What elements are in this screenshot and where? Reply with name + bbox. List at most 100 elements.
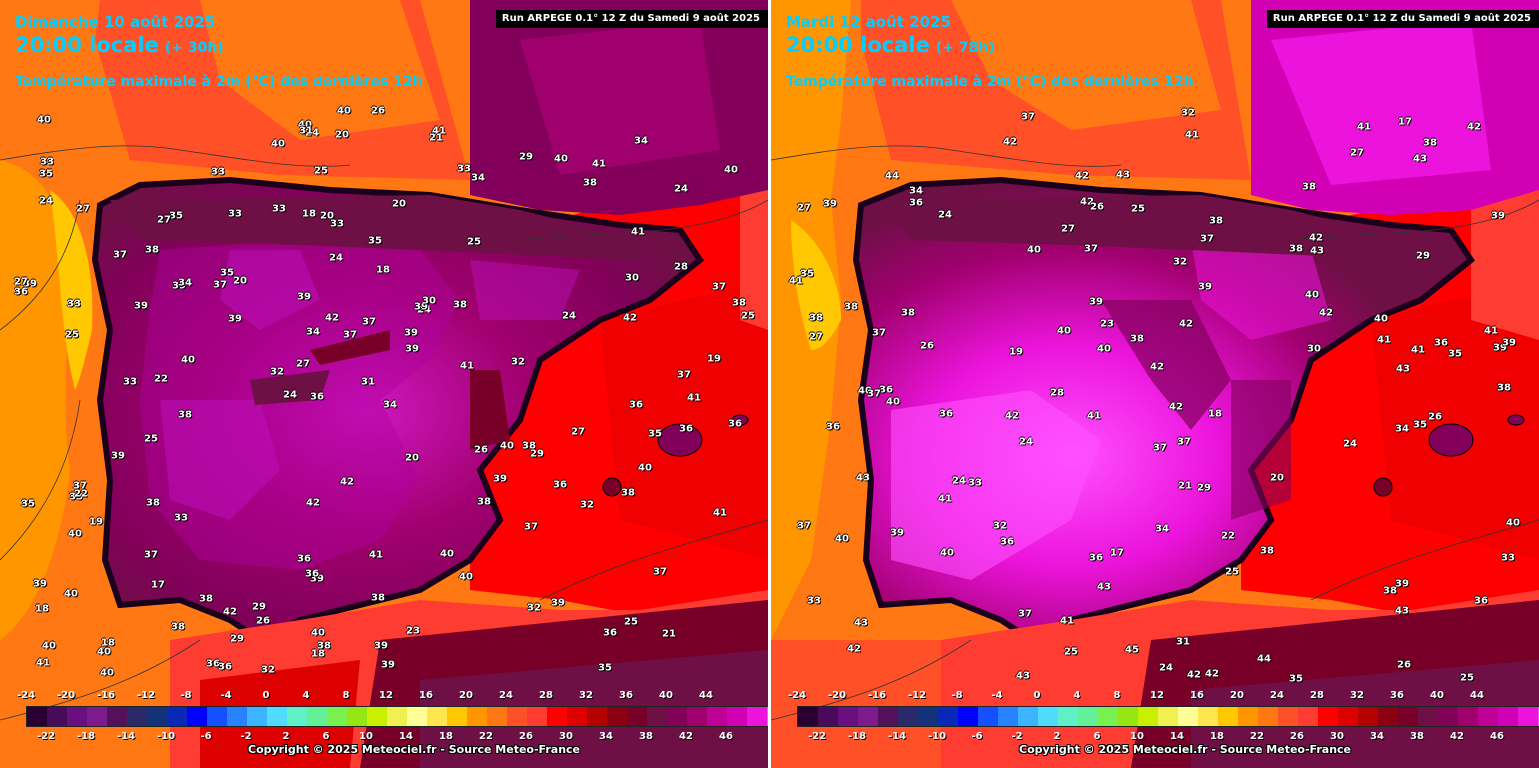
temperature-value: 36 xyxy=(297,553,311,565)
legend-tick-label: -6 xyxy=(971,731,983,742)
temperature-value: 40 xyxy=(42,640,56,652)
temperature-value: 33 xyxy=(457,163,471,175)
color-swatch xyxy=(1258,707,1278,726)
temperature-value: 21 xyxy=(1178,480,1192,492)
temperature-value: 24 xyxy=(417,304,431,316)
temperature-value: 27 xyxy=(296,358,310,370)
temperature-value: 27 xyxy=(1350,147,1364,159)
temperature-value: 33 xyxy=(807,595,821,607)
temperature-value: 37 xyxy=(867,388,881,400)
lead-time: (+ 78h) xyxy=(935,40,995,56)
color-swatch xyxy=(1198,707,1218,726)
temperature-value: 34 xyxy=(306,326,320,338)
legend-ticks-bottom: -22 -18 -14 -10 -6 -2 2 6 10 14 18 22 26 30 34 38 42 46 xyxy=(0,731,768,745)
temperature-value: 41 xyxy=(938,493,952,505)
temperature-value: 29 xyxy=(530,448,544,460)
panel-divider xyxy=(768,0,771,768)
temperature-value: 36 xyxy=(1089,552,1103,564)
legend-tick-label: 14 xyxy=(399,731,413,742)
temperature-value: 27 xyxy=(157,214,171,226)
temperature-value: 24 xyxy=(562,310,576,322)
temperature-value: 26 xyxy=(920,340,934,352)
temperature-value: 36 xyxy=(218,661,232,673)
temperature-value: 40 xyxy=(858,385,872,397)
temperature-value: 32 xyxy=(1173,256,1187,268)
temperature-value: 41 xyxy=(1377,334,1391,346)
temperature-value: 25 xyxy=(314,165,328,177)
temperature-value: 35 xyxy=(39,168,53,180)
temperature-value: 32 xyxy=(1181,107,1195,119)
temperature-value: 30 xyxy=(422,295,436,307)
legend-tick-label: -12 xyxy=(907,690,927,701)
legend-tick-label: 38 xyxy=(1410,731,1424,742)
temperature-value: 36 xyxy=(939,408,953,420)
temperature-value: 39 xyxy=(1198,281,1212,293)
temperature-value: 33 xyxy=(1501,552,1515,564)
color-swatch xyxy=(587,707,607,726)
temperature-value: 33 xyxy=(228,208,242,220)
temperature-value: 36 xyxy=(553,479,567,491)
run-info: Run ARPEGE 0.1° 12 Z du Samedi 9 août 20… xyxy=(1266,10,1539,28)
temperature-value: 40 xyxy=(500,440,514,452)
color-swatch xyxy=(347,707,367,726)
temperature-value: 37 xyxy=(73,480,87,492)
legend-ticks-top: -24 -20 -16 -12 -8 -4 0 4 8 12 16 20 24 28 32 36 40 44 xyxy=(771,690,1539,704)
temperature-value: 37 xyxy=(712,281,726,293)
temperature-value: 38 xyxy=(371,592,385,604)
temperature-value: 39 xyxy=(405,343,419,355)
color-swatch xyxy=(307,707,327,726)
temperature-value: 17 xyxy=(151,579,165,591)
temperature-value: 22 xyxy=(1221,530,1235,542)
legend-tick-label: -20 xyxy=(56,690,76,701)
temperature-value: 34 xyxy=(471,172,485,184)
temperature-value: 37 xyxy=(343,329,357,341)
legend-tick-label: 40 xyxy=(1430,690,1444,701)
temperature-value: 24 xyxy=(1343,438,1357,450)
temperature-value: 41 xyxy=(460,360,474,372)
temperature-value: 25 xyxy=(65,329,79,341)
legend-tick-label: 20 xyxy=(1230,690,1244,701)
legend-tick-label: -20 xyxy=(827,690,847,701)
legend-tick-label: -22 xyxy=(36,731,56,742)
legend-tick-label: 40 xyxy=(659,690,673,701)
temperature-value: 43 xyxy=(1413,153,1427,165)
color-swatch xyxy=(87,707,107,726)
legend-tick-label: 6 xyxy=(322,731,330,742)
temperature-value: 43 xyxy=(1116,169,1130,181)
color-swatch xyxy=(127,707,147,726)
legend-tick-label: 12 xyxy=(379,690,393,701)
color-swatch xyxy=(998,707,1018,726)
temperature-value: 42 xyxy=(1319,307,1333,319)
temperature-value: 29 xyxy=(252,601,266,613)
legend-tick-label: 30 xyxy=(559,731,573,742)
temperature-value: 37 xyxy=(213,279,227,291)
color-swatch xyxy=(1518,707,1538,726)
temperature-value: 19 xyxy=(1009,346,1023,358)
temperature-value: 34 xyxy=(1395,423,1409,435)
color-swatch xyxy=(1398,707,1418,726)
legend-tick-label: 26 xyxy=(519,731,533,742)
temperature-value: 33 xyxy=(272,203,286,215)
temperature-value: 25 xyxy=(624,616,638,628)
temperature-value: 18 xyxy=(302,208,316,220)
temperature-value: 37 xyxy=(677,369,691,381)
color-swatch xyxy=(467,707,487,726)
legend-tick-label: -4 xyxy=(220,690,232,701)
temperature-value: 40 xyxy=(337,105,351,117)
color-swatch xyxy=(1218,707,1238,726)
legend-tick-label: 44 xyxy=(699,690,713,701)
temperature-value: 40 xyxy=(68,528,82,540)
color-swatch xyxy=(1438,707,1458,726)
legend-tick-label: 16 xyxy=(419,690,433,701)
legend-tick-label: 6 xyxy=(1093,731,1101,742)
temperature-value: 36 xyxy=(14,286,28,298)
color-scale xyxy=(797,706,1539,727)
color-swatch xyxy=(1298,707,1318,726)
temperature-value: 26 xyxy=(474,444,488,456)
temperature-value: 43 xyxy=(1097,581,1111,593)
temperature-value: 39 xyxy=(493,473,507,485)
temperature-value: 39 xyxy=(33,578,47,590)
temperature-value: 35 xyxy=(1413,419,1427,431)
legend-tick-label: 2 xyxy=(1053,731,1061,742)
legend-tick-label: 30 xyxy=(1330,731,1344,742)
